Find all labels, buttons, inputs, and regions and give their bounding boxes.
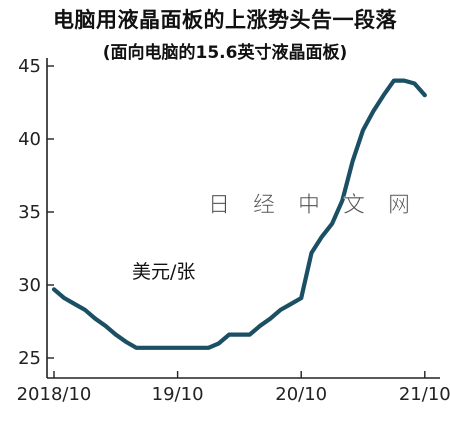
x-tick-label: 20/10 (275, 384, 327, 405)
y-tick-label: 30 (18, 275, 41, 296)
chart-subtitle: (面向电脑的15.6英寸液晶面板) (102, 43, 348, 63)
chart-title: 电脑用液晶面板的上涨势头告一段落 (53, 8, 397, 32)
unit-label: 美元/张 (132, 261, 196, 283)
series-line (51, 78, 427, 350)
x-tick-label: 2018/10 (17, 384, 92, 405)
y-axis-ticks: 25 30 35 40 45 (18, 56, 54, 369)
chart-axes (46, 58, 440, 379)
y-tick-label: 25 (18, 348, 41, 369)
y-tick-label: 45 (18, 56, 41, 77)
series-layer (51, 78, 427, 350)
x-axis-ticks: 2018/10 19/10 20/10 21/10 (17, 371, 450, 405)
y-tick-label: 35 (18, 202, 41, 223)
watermark: 日 经 中 文 网 (208, 193, 418, 219)
y-tick-label: 40 (18, 129, 41, 150)
x-tick-label: 19/10 (152, 384, 204, 405)
x-tick-label: 21/10 (399, 384, 450, 405)
